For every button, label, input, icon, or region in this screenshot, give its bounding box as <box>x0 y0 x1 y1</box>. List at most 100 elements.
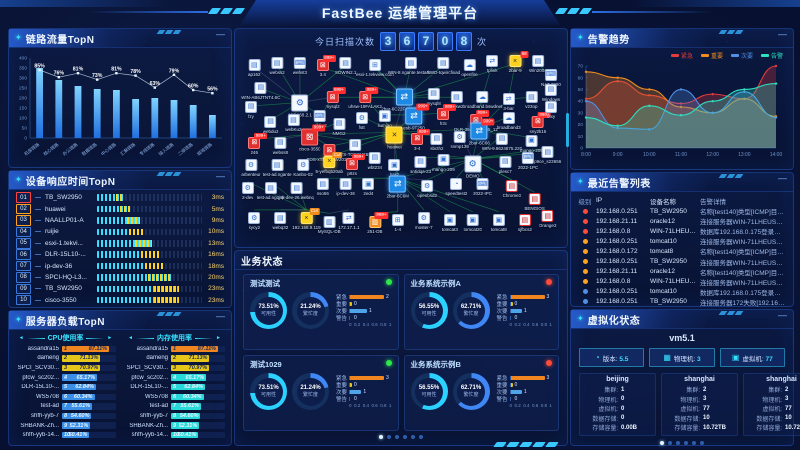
topology-node[interactable]: ▣ 2ed4 <box>362 178 375 196</box>
topology-node[interactable]: ▤ mysql8 <box>426 87 441 106</box>
carousel-dot[interactable] <box>684 440 688 445</box>
topology-node[interactable]: ▤ sjfbcs2 <box>518 214 532 232</box>
topology-node[interactable]: ⊞ esxi-1.tekview.com <box>356 59 394 77</box>
topology-node[interactable]: ▤ webq32 <box>272 212 288 230</box>
topology-node[interactable]: ▣bak2 <box>388 159 401 177</box>
topology-node[interactable]: ▤ ap162 <box>248 59 261 77</box>
topology-node[interactable]: ⚙ fsE <box>355 112 368 130</box>
server-load-row[interactable]: test-ad 7 55.61% <box>15 402 116 412</box>
alarm-row[interactable]: 192.168.0.251 TB_SW2950 连接服务器WIN-71LHEUSP9… <box>578 256 786 267</box>
business-card[interactable]: 业务系统示例A 56.55% 可用性 62.71% 繁忙度 紧急 3 重要 0 次要 1 警告 0 0 0.… <box>403 274 559 350</box>
carousel-dot[interactable] <box>395 435 399 439</box>
device-response-row[interactable]: 08 SPCI-HQ-L3... 20ms <box>9 272 231 283</box>
server-load-row[interactable]: pfcw_sc202... 4 65.17% <box>15 373 116 383</box>
topology-node[interactable]: ⇄ tplink <box>486 55 499 73</box>
carousel-dot[interactable] <box>676 440 680 445</box>
topology-node[interactable]: ⇄ 172.17.1.1 <box>338 212 359 230</box>
topology-node[interactable]: ▤ Chrome3 <box>503 180 521 198</box>
topology-node[interactable]: × 68 2bar-9 <box>509 51 529 73</box>
topology-node[interactable]: ⌨ webst3 <box>293 57 307 75</box>
topology-node[interactable]: ▤ NWD-tqwircfixad <box>427 57 460 75</box>
topology-node[interactable]: ▤ ap-dev-26.webnq <box>279 182 314 200</box>
topology-node[interactable]: ⌨ 2022-1PC <box>518 151 538 170</box>
topology-node[interactable]: ▣ mango-209 <box>432 153 455 172</box>
topology-node[interactable]: × Cut 192.168.9.119 <box>292 208 321 230</box>
topology-node[interactable]: ☁ openfire <box>461 59 478 77</box>
carousel-dot[interactable] <box>403 435 407 439</box>
topology-node[interactable]: ⌨NAT 2960 <box>541 68 561 87</box>
topology-node[interactable]: ▤ Win2004 <box>529 55 547 73</box>
topology-node[interactable]: ⊠ 999+ p9zs <box>346 153 366 176</box>
topology-node[interactable]: ▤ Orange3 <box>539 210 556 228</box>
alarm-row[interactable]: 192.168.0.251 tomcat10 连接服务器WIN-71LHEUSP9O… <box>578 236 786 246</box>
server-load-row[interactable]: SPCI_SCV30... 3 70.97% <box>15 363 116 373</box>
carousel-dot[interactable] <box>419 435 423 439</box>
topology-node[interactable]: ▤ Windows <box>542 83 560 102</box>
collapse-icon[interactable]: — <box>216 171 225 181</box>
device-response-row[interactable]: 10 cisco-3550 23ms <box>9 294 231 306</box>
server-load-row[interactable]: dameng 2 71.13% <box>124 354 225 364</box>
topology-node[interactable]: ◔ speedtest2 <box>445 178 467 196</box>
topology-node[interactable]: ▤ plesc7 <box>499 155 512 174</box>
topology-node[interactable]: ⊠ 999+ h3c <box>437 104 457 126</box>
topology-scrollbar[interactable] <box>566 113 569 147</box>
device-response-row[interactable]: 09 TB_SW2950 23ms <box>9 283 231 295</box>
server-load-row[interactable]: DLR-15L10-... 5 62.84% <box>15 382 116 392</box>
topology-node[interactable]: ⇄ 999+ 2bar-6C66 <box>469 118 495 146</box>
topology-node[interactable]: ⚙ moster-7 <box>415 212 433 230</box>
collapse-icon[interactable]: — <box>778 29 787 39</box>
topology-node[interactable]: ⊠ 999+ mysql2 <box>325 87 346 109</box>
topology-node[interactable]: ▤ SOWIN2.1 <box>335 57 356 75</box>
legend-item[interactable]: 告警 <box>760 51 783 60</box>
topology-node[interactable]: ▥ MySQL-DB <box>318 216 341 234</box>
server-load-row[interactable]: shfh-yyb-7 8 54.60% <box>124 411 225 421</box>
topology-node[interactable]: ▤ nso56 <box>317 178 329 196</box>
collapse-icon[interactable]: — <box>778 310 787 320</box>
alarm-row[interactable]: 192.168.0.8 WIN-71LHEUS... 连接服务器WIN-71LHEU… <box>578 277 786 287</box>
carousel-dot[interactable] <box>700 440 704 445</box>
server-load-row[interactable]: assandra15 1 87.11% <box>124 344 225 354</box>
topology-node[interactable]: ▣ liumiao <box>378 110 392 128</box>
topology-node[interactable]: ⚙ 2-dev <box>241 182 254 200</box>
carousel-dot[interactable] <box>692 440 696 445</box>
topology-node[interactable]: ⚙ arbenteur <box>241 159 261 177</box>
topology-node[interactable]: ⊠ 999+ uhsw-19FALAK2 <box>348 87 382 109</box>
topology-node[interactable]: ▣ tomcat3 <box>442 214 458 232</box>
collapse-icon[interactable]: — <box>216 29 225 39</box>
topology-node[interactable]: ▤ wbt234 <box>368 151 382 170</box>
topology-node[interactable]: ⚙ 192.168.2.1 <box>288 94 312 118</box>
topology-node[interactable]: ▤ webss2 <box>269 57 285 75</box>
server-load-row[interactable]: WS5708 6 60.34% <box>15 392 116 402</box>
legend-item[interactable]: 次要 <box>730 51 753 60</box>
topology-node[interactable]: ▤ v23op <box>525 91 538 109</box>
server-load-row[interactable]: DLR-15L10-... 5 62.84% <box>124 382 225 392</box>
topology-node[interactable]: ⊞ 1-4 <box>391 214 404 232</box>
topology-node[interactable]: ▤ NMG2 <box>333 117 346 136</box>
topology-node[interactable]: ⚙ openbsd2 <box>417 180 437 198</box>
topology-node[interactable]: ▤ test-ad.ngante <box>263 159 292 177</box>
topology-node[interactable]: ▤ sbcth2 <box>430 132 443 151</box>
topology-node[interactable]: ⊠ 999+ 3.4 <box>316 55 336 77</box>
topology-node[interactable]: ☁ broadband.bswdnet <box>463 91 502 109</box>
topology-node[interactable]: ▤ p9ce_s23656 <box>534 146 561 164</box>
alarm-row[interactable]: 192.168.0.172 tomcat8 名称[test140]类型[ICMP]目… <box>578 246 786 256</box>
device-response-row[interactable]: 01 TB_SW2950 3ms <box>9 192 231 203</box>
alarm-row[interactable]: 192.168.0.251 TB_SW2950 连接服务器172失败[192.168… <box>578 297 786 307</box>
topology-node[interactable]: ⊠ 999+ 246 <box>248 132 268 155</box>
topology-node[interactable]: ▤ antidqa-23 <box>410 155 431 174</box>
device-response-row[interactable]: 02 huawei 5ms <box>9 203 231 215</box>
topology-node[interactable]: ⇄2bar-6C22F.123.testad.us <box>381 88 427 112</box>
topology-node[interactable]: × huawei <box>385 126 403 150</box>
topology-node[interactable]: ▣ mongo-209 <box>520 134 543 153</box>
topology-node[interactable]: ▤ webKu2 <box>285 114 302 132</box>
device-response-row[interactable]: 03 NAALLP01-A 9ms <box>9 215 231 226</box>
topology-node[interactable]: ▤ Mxy <box>544 100 557 119</box>
device-response-row[interactable]: 05 esxi-1.tekvi... 13ms <box>9 238 231 249</box>
server-load-row[interactable]: assandra15 1 87.11% <box>15 344 116 354</box>
carousel-dot[interactable] <box>387 435 391 439</box>
topology-node[interactable]: ⇄ 2bar-6C6M <box>386 175 409 199</box>
topology-node[interactable]: ▤ test-ad.ngqjzk <box>257 182 285 200</box>
topology-node[interactable]: × Cut 5-yefbq520ab <box>316 151 343 174</box>
topology-node[interactable]: ⊠ 999+ 3-4 <box>411 128 431 151</box>
topology-node[interactable]: ▤ WIN-8.ngante.testad.us <box>388 57 434 75</box>
